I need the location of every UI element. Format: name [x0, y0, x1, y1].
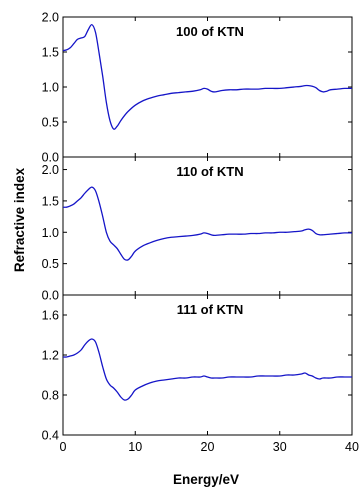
y-axis-title: Refractive index: [12, 167, 27, 272]
x-axis-tick-labels: 0 10 20 30 40: [60, 440, 359, 454]
y-tick-label: 1.2: [42, 349, 59, 363]
x-tick-label: 30: [273, 440, 287, 454]
x-tick-label: 20: [201, 440, 215, 454]
x-axis-title: Energy/eV: [173, 472, 239, 487]
y-tick-label: 1.5: [42, 194, 59, 208]
y-tick-label: 0.5: [42, 116, 59, 130]
x-tick-label: 10: [128, 440, 142, 454]
panel-title: 100 of KTN: [176, 24, 244, 39]
panel-title: 111 of KTN: [177, 302, 243, 317]
panel-title: 110 of KTN: [176, 164, 243, 179]
panel-2: 0.0 0.5 1.0 1.5 2.0 110 of KTN: [42, 156, 353, 303]
series-line: [62, 186, 353, 261]
y-tick-label: 0.4: [42, 429, 59, 443]
series-line: [62, 24, 353, 130]
y-tick-label: 1.6: [42, 309, 59, 323]
panel-3: 0.4 0.8 1.2 1.6 111 of KTN: [42, 294, 353, 443]
y-tick-label: 1.5: [42, 46, 59, 60]
chart-panels: 0.0 0.5 1.0 1.5 2.0 100 of KTN 0.0 0.5 1.0 1.5 2.0…: [42, 11, 353, 443]
y-tick-label: 1.0: [42, 226, 59, 240]
y-tick-label: 2.0: [42, 11, 59, 25]
series-line: [62, 338, 352, 401]
y-tick-label: 0.8: [42, 389, 59, 403]
y-tick-label: 1.0: [42, 81, 59, 95]
y-tick-label: 2.0: [42, 163, 59, 177]
y-tick-label: 0.0: [42, 289, 59, 303]
x-tick-label: 0: [60, 440, 67, 454]
x-tick-label: 40: [345, 440, 359, 454]
y-tick-label: 0.0: [42, 151, 59, 165]
y-tick-label: 0.5: [42, 257, 59, 271]
panel-1: 0.0 0.5 1.0 1.5 2.0 100 of KTN: [42, 11, 353, 165]
